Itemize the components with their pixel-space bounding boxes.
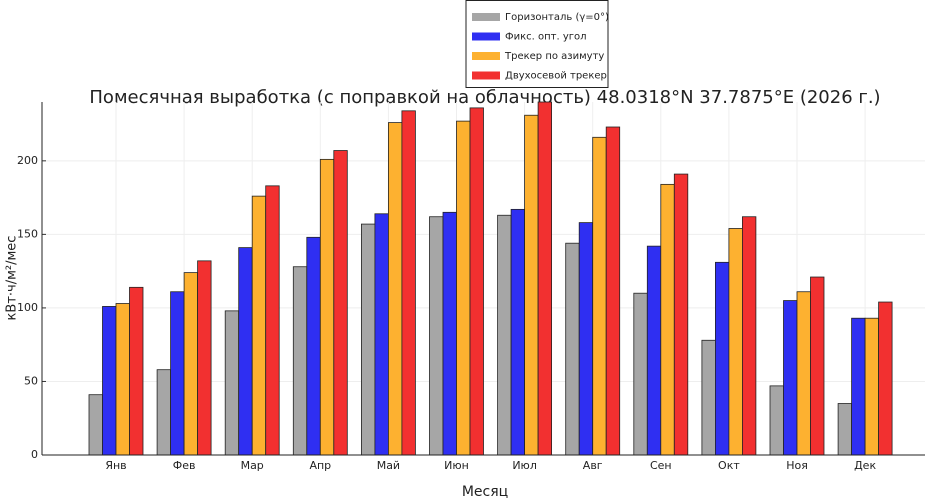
bar xyxy=(456,120,471,456)
bar xyxy=(115,303,130,456)
y-axis-label: кВт·ч/м²/мес xyxy=(5,236,20,321)
bar xyxy=(374,213,389,456)
y-tick-label: 200 xyxy=(17,154,38,167)
x-tick-label: Авг xyxy=(583,459,603,472)
x-tick-label: Фев xyxy=(173,459,196,472)
bar xyxy=(292,266,308,456)
bar xyxy=(851,317,866,456)
bar xyxy=(837,403,852,456)
x-tick-label: Июн xyxy=(444,459,469,472)
bar xyxy=(129,286,144,456)
bar xyxy=(783,300,798,456)
bar xyxy=(660,183,675,456)
y-tick-label: 150 xyxy=(17,227,38,240)
x-tick-label: Июл xyxy=(512,459,537,472)
bar xyxy=(701,339,716,456)
chart-title: Помесячная выработка (с поправкой на обл… xyxy=(89,87,880,108)
y-tick-label: 100 xyxy=(17,301,38,314)
x-tick-label: Ноя xyxy=(786,459,808,472)
bar xyxy=(429,216,444,456)
bar xyxy=(265,185,280,456)
x-tick-label: Окт xyxy=(718,459,740,472)
bar xyxy=(183,272,199,456)
bar xyxy=(88,394,103,456)
bar xyxy=(306,236,321,456)
legend-label: Фикс. опт. угол xyxy=(505,32,587,43)
bar xyxy=(646,245,662,456)
bar xyxy=(333,150,348,456)
bar xyxy=(224,310,240,456)
legend-label: Двухосевой трекер xyxy=(505,71,607,82)
bar xyxy=(251,195,267,456)
x-tick-label: Май xyxy=(377,459,400,472)
bar xyxy=(197,260,212,456)
bar xyxy=(878,301,893,456)
legend-swatch xyxy=(472,13,500,21)
bar xyxy=(102,306,117,456)
x-tick-label: Мар xyxy=(241,459,264,472)
x-axis-label: Месяц xyxy=(462,484,508,500)
bar xyxy=(442,211,457,456)
y-tick-label: 0 xyxy=(31,448,38,461)
bar xyxy=(605,126,621,456)
bar xyxy=(537,101,552,456)
legend-swatch xyxy=(472,32,500,41)
bar xyxy=(578,222,594,456)
bar xyxy=(319,158,335,456)
x-tick-label: Сен xyxy=(650,459,672,472)
bar xyxy=(810,276,825,456)
bar xyxy=(565,242,580,456)
bar xyxy=(769,385,784,456)
bar xyxy=(524,114,539,456)
bar xyxy=(170,291,185,456)
x-tick-label: Апр xyxy=(309,459,331,472)
bar xyxy=(715,261,730,456)
bar xyxy=(387,122,403,456)
bar xyxy=(592,136,607,456)
bar xyxy=(238,247,253,456)
bar xyxy=(360,223,376,456)
bar xyxy=(510,208,526,456)
bar xyxy=(864,317,879,456)
bar xyxy=(742,216,757,456)
bar xyxy=(728,228,743,456)
legend-swatch xyxy=(472,71,500,80)
bar xyxy=(156,369,172,456)
bar xyxy=(796,291,811,456)
bar xyxy=(401,110,416,456)
x-tick-label: Янв xyxy=(105,459,126,472)
bar xyxy=(673,173,689,456)
bar xyxy=(497,214,512,456)
bar xyxy=(469,107,484,456)
legend-label: Трекер по азимуту xyxy=(504,51,604,62)
bar xyxy=(633,292,648,456)
x-tick-label: Дек xyxy=(854,459,876,472)
legend-label: Горизонталь (γ=0°) xyxy=(505,12,609,23)
legend-swatch xyxy=(472,52,500,60)
y-tick-label: 50 xyxy=(24,374,38,387)
